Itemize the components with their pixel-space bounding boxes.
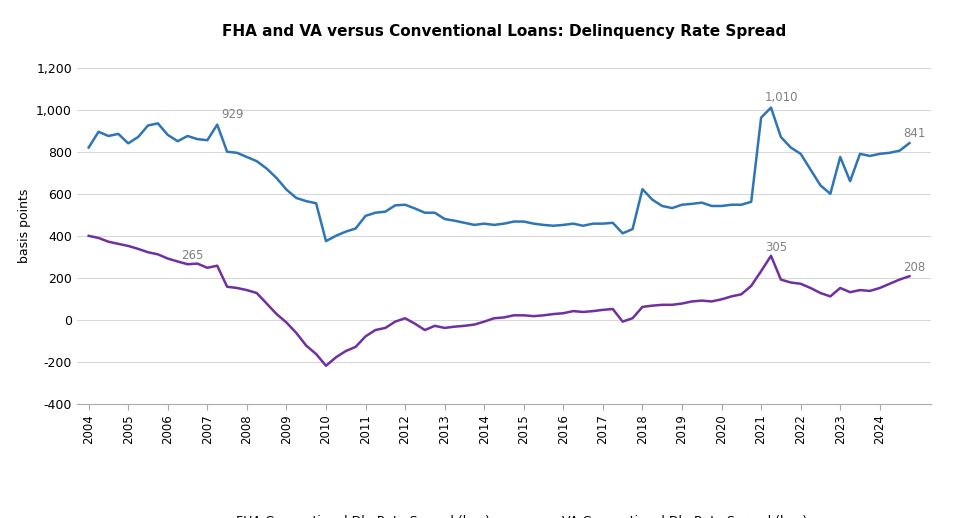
VA-Conventional Dlq Rate Spread (bps) [756, 268, 767, 274]
Y-axis label: basis points: basis points [17, 188, 31, 263]
FHA-Conventional Dlq Rate Spread (bps) [756, 114, 767, 121]
Text: 305: 305 [765, 241, 787, 254]
FHA-Conventional Dlq Rate Spread (bps) [132, 134, 144, 140]
VA-Conventional Dlq Rate Spread (bps) [83, 233, 94, 239]
Title: FHA and VA versus Conventional Loans: Delinquency Rate Spread: FHA and VA versus Conventional Loans: De… [222, 23, 786, 38]
FHA-Conventional Dlq Rate Spread (bps) [321, 238, 332, 244]
VA-Conventional Dlq Rate Spread (bps) [321, 363, 332, 369]
Text: 1,010: 1,010 [765, 92, 799, 105]
Line: FHA-Conventional Dlq Rate Spread (bps): FHA-Conventional Dlq Rate Spread (bps) [88, 108, 909, 241]
Text: 841: 841 [903, 127, 925, 140]
FHA-Conventional Dlq Rate Spread (bps) [498, 221, 510, 227]
FHA-Conventional Dlq Rate Spread (bps) [765, 105, 777, 111]
Text: 208: 208 [903, 261, 925, 274]
FHA-Conventional Dlq Rate Spread (bps) [93, 128, 105, 135]
VA-Conventional Dlq Rate Spread (bps) [93, 235, 105, 241]
FHA-Conventional Dlq Rate Spread (bps) [459, 220, 470, 226]
FHA-Conventional Dlq Rate Spread (bps) [83, 145, 94, 151]
VA-Conventional Dlq Rate Spread (bps) [903, 273, 915, 279]
FHA-Conventional Dlq Rate Spread (bps) [716, 203, 728, 209]
FHA-Conventional Dlq Rate Spread (bps) [903, 140, 915, 146]
VA-Conventional Dlq Rate Spread (bps) [716, 296, 728, 303]
Line: VA-Conventional Dlq Rate Spread (bps): VA-Conventional Dlq Rate Spread (bps) [88, 236, 909, 366]
VA-Conventional Dlq Rate Spread (bps) [498, 314, 510, 321]
VA-Conventional Dlq Rate Spread (bps) [459, 323, 470, 329]
Text: 265: 265 [181, 249, 204, 262]
VA-Conventional Dlq Rate Spread (bps) [132, 246, 144, 252]
Legend: FHA-Conventional Dlq Rate Spread (bps), VA-Conventional Dlq Rate Spread (bps): FHA-Conventional Dlq Rate Spread (bps), … [196, 510, 812, 518]
Text: 929: 929 [221, 108, 244, 121]
